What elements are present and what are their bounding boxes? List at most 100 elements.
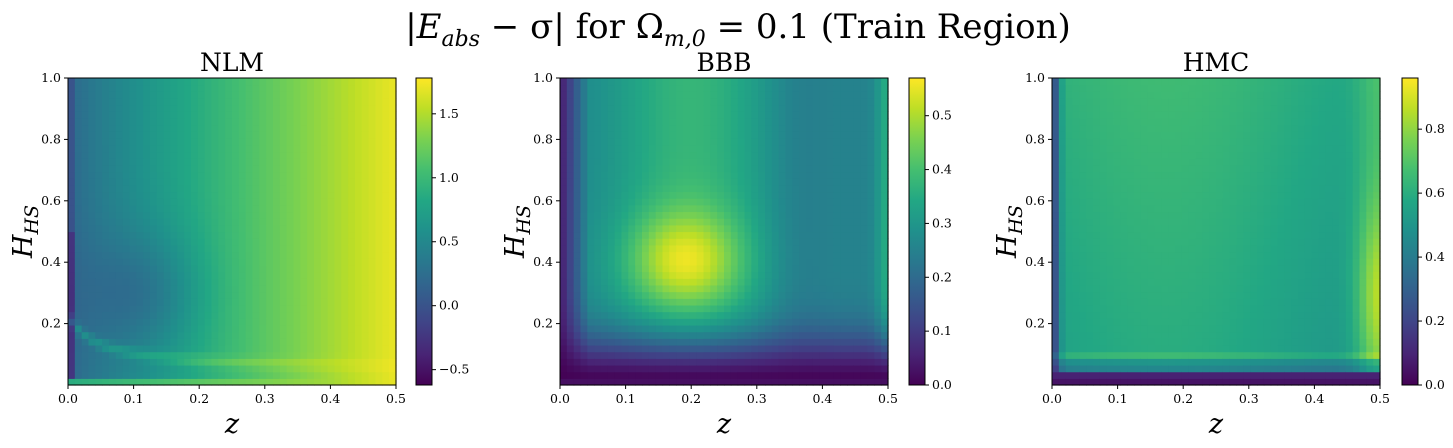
heatmap-cell bbox=[197, 218, 206, 226]
heatmap-cell bbox=[115, 371, 124, 379]
heatmap-cell bbox=[1052, 364, 1060, 373]
heatmap-cell bbox=[218, 298, 226, 306]
heatmap-cell bbox=[607, 224, 616, 233]
heatmap-cell bbox=[218, 131, 226, 139]
heatmap-cell bbox=[771, 298, 780, 306]
heatmap-cell bbox=[156, 178, 165, 186]
heatmap-cell bbox=[560, 78, 568, 86]
heatmap-cell bbox=[74, 178, 83, 186]
heatmap-cell bbox=[1052, 358, 1060, 366]
heatmap-cell bbox=[655, 311, 664, 319]
heatmap-cell bbox=[68, 358, 76, 366]
heatmap-cell bbox=[853, 231, 862, 239]
heatmap-cell bbox=[1072, 278, 1080, 286]
heatmap-cell bbox=[320, 278, 329, 286]
heatmap-cell bbox=[758, 104, 766, 112]
heatmap-cell bbox=[1086, 191, 1094, 199]
heatmap-cell bbox=[232, 184, 240, 193]
heatmap-cell bbox=[614, 291, 623, 299]
heatmap-cell bbox=[115, 351, 124, 359]
heatmap-cell bbox=[334, 104, 342, 112]
heatmap-cell bbox=[758, 271, 766, 279]
heatmap-cell bbox=[601, 184, 609, 193]
heatmap-cell bbox=[580, 138, 588, 146]
heatmap-cell bbox=[710, 98, 718, 106]
heatmap-cell bbox=[348, 104, 356, 112]
heatmap-cell bbox=[1058, 211, 1067, 219]
heatmap-cell bbox=[744, 171, 752, 179]
heatmap-cell bbox=[102, 111, 110, 119]
heatmap-cell bbox=[819, 244, 828, 253]
heatmap-cell bbox=[874, 311, 882, 319]
heatmap-cell bbox=[320, 78, 329, 86]
heatmap-cell bbox=[252, 171, 260, 179]
heatmap-cell bbox=[696, 118, 705, 126]
heatmap-cell bbox=[1072, 298, 1080, 306]
heatmap-cell bbox=[88, 371, 96, 379]
heatmap-cell bbox=[587, 238, 595, 246]
heatmap-cell bbox=[143, 84, 151, 92]
heatmap-cell bbox=[314, 211, 322, 219]
heatmap-cell bbox=[751, 158, 759, 166]
heatmap-cell bbox=[1058, 104, 1067, 112]
heatmap-cell bbox=[560, 204, 568, 213]
heatmap-cell bbox=[703, 78, 711, 86]
heatmap-cell bbox=[812, 198, 821, 206]
heatmap-cell bbox=[273, 311, 281, 319]
heatmap-cell bbox=[1106, 291, 1115, 299]
heatmap-cell bbox=[266, 84, 274, 92]
heatmap-cell bbox=[621, 378, 629, 386]
heatmap-cell bbox=[717, 278, 725, 286]
heatmap-cell bbox=[648, 131, 657, 139]
heatmap-cell bbox=[648, 178, 657, 186]
heatmap-cell bbox=[799, 84, 807, 92]
heatmap-cell bbox=[300, 351, 308, 359]
heatmap-cell bbox=[1072, 144, 1080, 153]
heatmap-cell bbox=[156, 184, 165, 193]
heatmap-cell bbox=[266, 358, 274, 366]
heatmap-cell bbox=[703, 291, 711, 299]
heatmap-cell bbox=[655, 291, 664, 299]
heatmap-cell bbox=[74, 124, 83, 132]
heatmap-cell bbox=[867, 238, 875, 246]
heatmap-cell bbox=[833, 311, 841, 319]
heatmap-cell bbox=[184, 84, 192, 92]
heatmap-cell bbox=[792, 324, 800, 333]
heatmap-cell bbox=[676, 198, 684, 206]
heatmap-cell bbox=[191, 218, 199, 226]
heatmap-cell bbox=[860, 178, 869, 186]
heatmap-cell bbox=[573, 364, 582, 373]
heatmap-cell bbox=[341, 291, 349, 299]
heatmap-cell bbox=[1093, 78, 1101, 86]
heatmap-cell bbox=[389, 124, 397, 132]
heatmap-cell bbox=[737, 331, 746, 339]
heatmap-cell bbox=[566, 338, 575, 346]
heatmap-cell bbox=[847, 104, 855, 112]
heatmap-cell bbox=[341, 304, 349, 313]
heatmap-cell bbox=[375, 331, 383, 339]
heatmap-cell bbox=[607, 284, 616, 293]
heatmap-cell bbox=[642, 251, 650, 259]
heatmap-cell bbox=[109, 351, 117, 359]
heatmap-cell bbox=[833, 338, 841, 346]
heatmap-cell bbox=[642, 298, 650, 306]
heatmap-cell bbox=[840, 91, 848, 99]
heatmap-cell bbox=[307, 264, 315, 273]
heatmap-cell bbox=[1086, 291, 1094, 299]
heatmap-cell bbox=[867, 178, 875, 186]
heatmap-cell bbox=[1052, 318, 1060, 326]
heatmap-cell bbox=[300, 231, 308, 239]
heatmap-cell bbox=[68, 244, 76, 253]
heatmap-cell bbox=[266, 178, 274, 186]
heatmap-cell bbox=[368, 191, 377, 199]
heatmap-cell bbox=[327, 151, 336, 159]
heatmap-cell bbox=[334, 124, 342, 132]
heatmap-cell bbox=[279, 218, 288, 226]
heatmap-cell bbox=[1086, 118, 1094, 126]
heatmap-cell bbox=[724, 84, 732, 92]
heatmap-cell bbox=[74, 318, 83, 326]
heatmap-cell bbox=[1106, 231, 1115, 239]
heatmap-cell bbox=[785, 304, 793, 313]
heatmap-cell bbox=[1079, 231, 1087, 239]
heatmap-cell bbox=[751, 198, 759, 206]
